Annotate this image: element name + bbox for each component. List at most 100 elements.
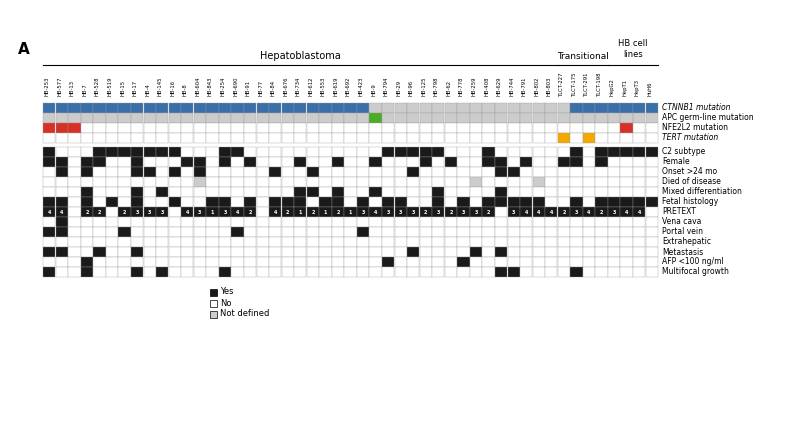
Bar: [81, 267, 93, 277]
Bar: [633, 157, 646, 167]
Bar: [633, 197, 646, 207]
Bar: [257, 133, 269, 143]
Bar: [194, 167, 206, 177]
Bar: [282, 133, 294, 143]
Bar: [646, 167, 658, 177]
Bar: [432, 267, 445, 277]
Bar: [143, 217, 156, 227]
Bar: [520, 147, 532, 157]
Bar: [533, 247, 545, 257]
Text: HepT3: HepT3: [634, 79, 640, 96]
Bar: [282, 123, 294, 133]
Bar: [370, 257, 382, 267]
Bar: [118, 147, 130, 157]
Text: HB-84: HB-84: [270, 80, 276, 96]
Bar: [520, 247, 532, 257]
Bar: [608, 177, 620, 187]
Bar: [495, 103, 507, 113]
Bar: [182, 113, 194, 123]
Bar: [507, 207, 520, 217]
Bar: [68, 207, 81, 217]
Text: HB-125: HB-125: [422, 76, 426, 96]
Text: HepT1: HepT1: [622, 79, 627, 96]
Bar: [156, 247, 168, 257]
Bar: [244, 103, 256, 113]
Bar: [68, 103, 81, 113]
Bar: [545, 147, 558, 157]
Bar: [169, 237, 181, 247]
Bar: [344, 267, 357, 277]
Bar: [482, 257, 494, 267]
Bar: [244, 237, 256, 247]
Bar: [357, 207, 369, 217]
Bar: [244, 123, 256, 133]
Bar: [558, 133, 570, 143]
Bar: [143, 187, 156, 197]
Bar: [533, 207, 545, 217]
Bar: [319, 167, 331, 177]
Bar: [143, 147, 156, 157]
Bar: [194, 247, 206, 257]
Bar: [282, 247, 294, 257]
Bar: [520, 113, 532, 123]
Bar: [206, 133, 218, 143]
Bar: [520, 197, 532, 207]
Bar: [583, 123, 595, 133]
Bar: [407, 227, 419, 237]
Bar: [558, 227, 570, 237]
Text: 2: 2: [424, 210, 427, 215]
Bar: [558, 257, 570, 267]
Bar: [43, 227, 55, 237]
Bar: [206, 187, 218, 197]
Bar: [382, 133, 394, 143]
Text: 1: 1: [349, 210, 352, 215]
Text: 4: 4: [60, 210, 63, 215]
Bar: [482, 187, 494, 197]
Bar: [445, 147, 457, 157]
Bar: [143, 237, 156, 247]
Bar: [470, 257, 482, 267]
Bar: [81, 113, 93, 123]
Bar: [633, 187, 646, 197]
Bar: [533, 157, 545, 167]
Bar: [583, 113, 595, 123]
Bar: [244, 113, 256, 123]
Bar: [206, 123, 218, 133]
Bar: [608, 157, 620, 167]
Bar: [319, 197, 331, 207]
Bar: [370, 187, 382, 197]
Bar: [608, 267, 620, 277]
Bar: [294, 267, 306, 277]
Bar: [219, 123, 231, 133]
Bar: [533, 103, 545, 113]
Bar: [458, 207, 470, 217]
Bar: [533, 113, 545, 123]
Bar: [420, 217, 432, 227]
Text: HB-794: HB-794: [384, 76, 389, 96]
Bar: [570, 113, 582, 123]
Bar: [294, 177, 306, 187]
Bar: [344, 177, 357, 187]
Bar: [407, 113, 419, 123]
Text: 1: 1: [210, 210, 214, 215]
Bar: [344, 133, 357, 143]
Bar: [420, 103, 432, 113]
Bar: [470, 177, 482, 187]
Bar: [533, 187, 545, 197]
Bar: [445, 123, 457, 133]
Text: AFP <100 ng/ml: AFP <100 ng/ml: [662, 258, 724, 266]
Bar: [344, 207, 357, 217]
Bar: [595, 217, 608, 227]
Bar: [257, 177, 269, 187]
Bar: [420, 123, 432, 133]
Bar: [219, 157, 231, 167]
Bar: [206, 207, 218, 217]
Bar: [633, 227, 646, 237]
Bar: [482, 167, 494, 177]
Bar: [106, 177, 118, 187]
Bar: [143, 113, 156, 123]
Bar: [344, 157, 357, 167]
Bar: [257, 207, 269, 217]
Bar: [332, 147, 344, 157]
Bar: [382, 247, 394, 257]
